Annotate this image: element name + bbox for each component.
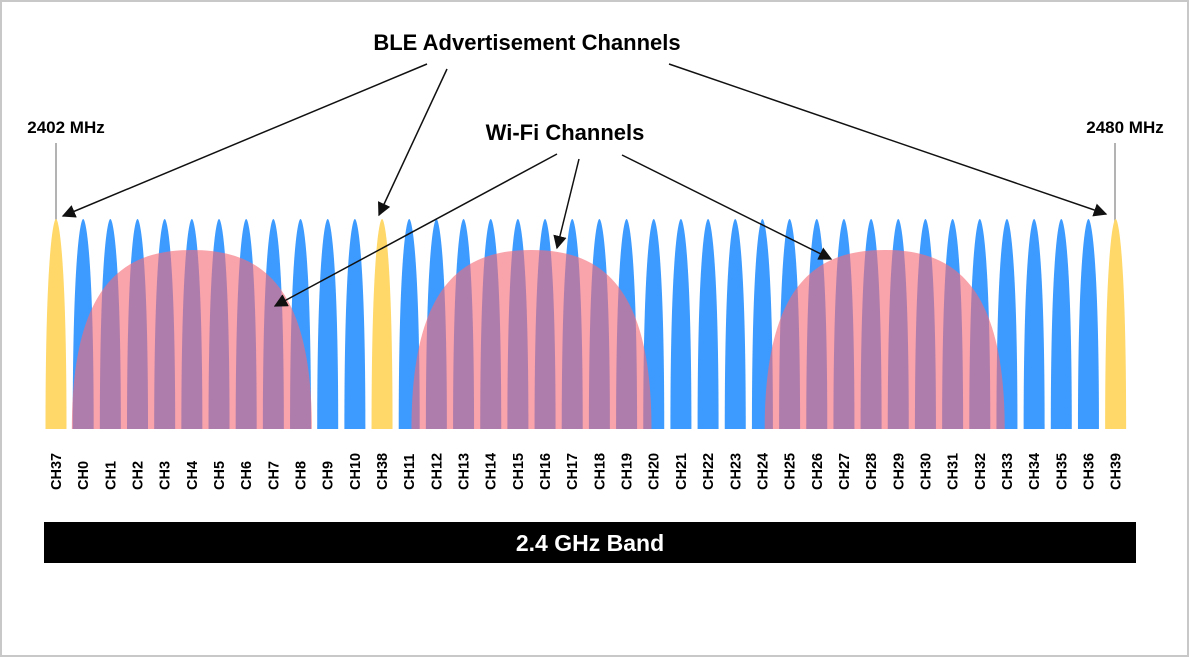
channel-label-ch34: CH34 (1027, 453, 1043, 490)
channel-label-ch35: CH35 (1054, 453, 1070, 490)
wifi-channels-title: Wi-Fi Channels (486, 120, 645, 145)
arrow-ble-to-ch38 (378, 68, 448, 217)
channel-label-ch27: CH27 (837, 453, 853, 490)
wifi-channel-dome-1 (71, 250, 312, 429)
channel-label-ch17: CH17 (565, 453, 581, 490)
channel-label-ch2: CH2 (131, 461, 147, 490)
channel-label-ch24: CH24 (755, 453, 771, 490)
channel-label-ch1: CH1 (103, 461, 119, 490)
arrow-wifi-to-dome-2 (553, 158, 580, 250)
channel-label-ch15: CH15 (511, 453, 527, 490)
ble-advertisement-title: BLE Advertisement Channels (373, 30, 680, 55)
channel-lobe-ch34 (1023, 219, 1045, 429)
channel-label-ch18: CH18 (592, 453, 608, 490)
channel-label-ch9: CH9 (321, 461, 337, 490)
channel-label-ch14: CH14 (484, 453, 500, 490)
channel-label-ch32: CH32 (973, 453, 989, 490)
channel-label-ch0: CH0 (76, 461, 92, 490)
channel-label-ch11: CH11 (402, 454, 418, 490)
channel-lobe-ch35 (1050, 219, 1072, 429)
channel-label-ch5: CH5 (212, 461, 228, 490)
channel-label-ch16: CH16 (538, 453, 554, 490)
channel-lobe-ch10 (344, 219, 366, 429)
channel-label-ch8: CH8 (294, 461, 310, 490)
channel-lobe-ch9 (317, 219, 339, 429)
channel-label-ch6: CH6 (239, 461, 255, 490)
channel-labels: CH37 CH0 CH1 CH2 CH3 CH4 CH5 CH6 CH7 CH8 CH9 CH10 CH… (49, 453, 1125, 490)
channel-label-ch36: CH36 (1081, 453, 1097, 490)
channel-label-ch29: CH29 (891, 453, 907, 490)
band-label: 2.4 GHz Band (516, 530, 664, 556)
channel-lobe-ch22 (697, 219, 719, 429)
channel-lobe-ch36 (1077, 219, 1099, 429)
channel-label-ch12: CH12 (429, 453, 445, 490)
channel-label-ch3: CH3 (158, 461, 174, 490)
channel-label-ch19: CH19 (620, 453, 636, 490)
channel-label-ch38: CH38 (375, 453, 391, 490)
frequency-high-label: 2480 MHz (1086, 118, 1163, 137)
channel-label-ch33: CH33 (1000, 453, 1016, 490)
channel-label-ch10: CH10 (348, 453, 364, 490)
band-bar (44, 522, 1136, 563)
channel-label-ch25: CH25 (783, 453, 799, 490)
channel-label-ch30: CH30 (918, 453, 934, 490)
arrow-ble-to-ch39 (668, 63, 1108, 217)
wifi-channel-dome-2 (411, 250, 652, 429)
channel-lobe-ch39 (1105, 219, 1127, 429)
channel-label-ch22: CH22 (701, 453, 717, 490)
arrow-wifi-to-dome-3 (621, 154, 833, 260)
channel-lobe-ch37 (45, 219, 67, 429)
channel-label-ch39: CH39 (1109, 453, 1125, 490)
frequency-low-label: 2402 MHz (27, 118, 104, 137)
channel-label-ch28: CH28 (864, 453, 880, 490)
channel-lobe-ch21 (670, 219, 692, 429)
channel-label-ch26: CH26 (810, 453, 826, 490)
channel-label-ch4: CH4 (185, 461, 201, 490)
channel-label-ch21: CH21 (674, 453, 690, 490)
channel-label-ch23: CH23 (728, 453, 744, 490)
arrow-wifi-to-dome-1 (273, 153, 558, 307)
channel-label-ch7: CH7 (266, 461, 282, 490)
wifi-channel-domes (71, 250, 1005, 429)
wifi-channel-dome-3 (764, 250, 1005, 429)
channel-lobe-ch38 (371, 219, 393, 429)
arrow-ble-to-ch37 (61, 63, 428, 218)
channel-label-ch31: CH31 (946, 453, 962, 490)
channel-label-ch13: CH13 (457, 453, 473, 490)
channel-label-ch20: CH20 (647, 453, 663, 490)
channel-lobe-ch23 (724, 219, 746, 429)
channel-label-ch37: CH37 (49, 453, 65, 490)
